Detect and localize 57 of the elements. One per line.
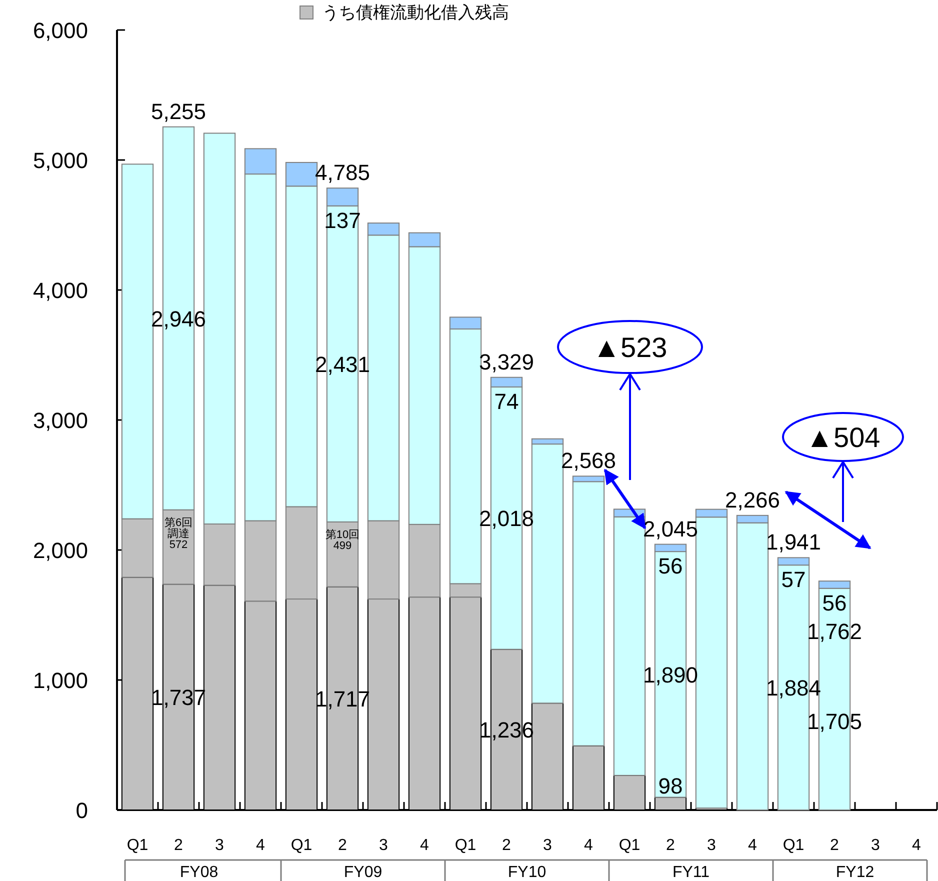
xtick: 3 (215, 837, 224, 854)
value-label: 98 (658, 773, 683, 798)
value-label: 57 (781, 567, 806, 592)
xtick: 2 (338, 837, 347, 854)
total-label: 2,266 (724, 487, 780, 512)
xtick: 4 (256, 837, 265, 854)
value-label: 2,018 (478, 506, 534, 532)
ytick: 4,000 (32, 278, 88, 303)
value-label: 第10回 499 (325, 528, 360, 552)
xtick: 4 (420, 837, 429, 854)
ytick: 5,000 (32, 148, 88, 173)
xtick: 2 (502, 837, 511, 854)
ytick: 3,000 (32, 408, 88, 433)
xtick: 3 (543, 837, 552, 854)
xtick: 4 (912, 837, 921, 854)
total-label: 3,329 (478, 349, 534, 374)
xtick: 3 (379, 837, 388, 854)
value-label: 56 (658, 554, 683, 579)
value-label: 74 (494, 388, 519, 414)
group-label: FY12 (836, 864, 874, 881)
total-label: 2,568 (560, 448, 616, 474)
xtick: 3 (871, 837, 880, 854)
ytick: 2,000 (32, 538, 88, 563)
ytick: 1,000 (32, 668, 88, 693)
group-label: FY09 (344, 864, 382, 881)
total-label: 2,045 (642, 516, 698, 542)
ytick: 6,000 (32, 18, 88, 43)
group-label: FY08 (180, 864, 218, 881)
total-label: 1,762 (806, 619, 862, 644)
xtick: 2 (666, 837, 675, 854)
total-label: 5,255 (150, 98, 206, 124)
xtick: Q1 (782, 837, 804, 854)
legend-item: うち債権流動化借入残高 (300, 3, 509, 22)
value-label: 第6回調達 572 (164, 516, 193, 551)
ytick: 0 (76, 798, 88, 823)
value-label: 1,705 (806, 709, 862, 734)
total-label: 4,785 (314, 160, 370, 186)
xtick: Q1 (454, 837, 476, 854)
xtick: Q1 (126, 837, 148, 854)
value-label: 1,890 (642, 662, 698, 688)
group-label: FY10 (508, 864, 546, 881)
xtick: 3 (707, 837, 716, 854)
xtick: 4 (584, 837, 593, 854)
value-label: 1,884 (766, 676, 822, 701)
annotation: ▲523 (592, 332, 668, 363)
xtick: 2 (830, 837, 839, 854)
xtick: Q1 (618, 837, 640, 854)
group-label: FY11 (672, 864, 710, 881)
xtick: 4 (748, 837, 757, 854)
xtick: Q1 (290, 837, 312, 854)
value-label: 2,431 (314, 352, 370, 377)
total-label: 1,941 (766, 530, 822, 555)
value-label: 2,946 (150, 306, 206, 332)
value-label: 137 (324, 208, 361, 233)
xtick: 2 (174, 837, 183, 854)
value-label: 56 (822, 590, 847, 616)
annotation: ▲504 (806, 422, 880, 453)
